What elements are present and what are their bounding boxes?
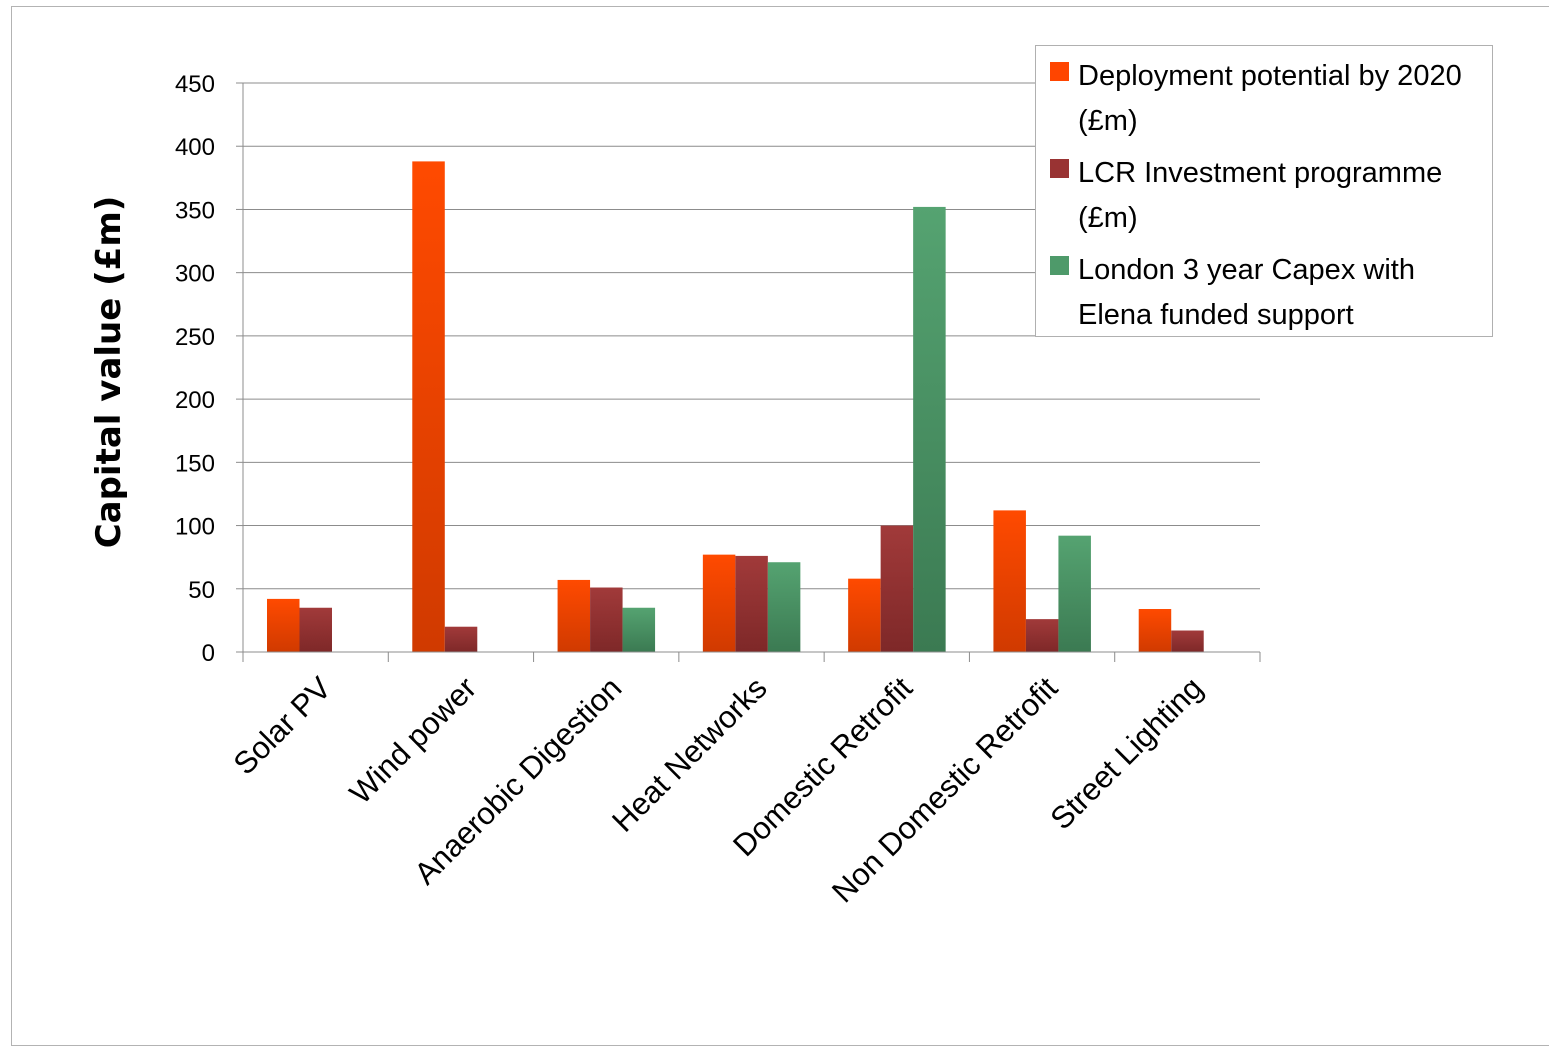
legend-label: Deployment potential by 2020 (£m) [1078, 60, 1462, 137]
y-tick-label: 250 [175, 324, 215, 351]
bar [848, 578, 881, 652]
bar [444, 626, 478, 652]
legend-item-london: London 3 year Capex with Elena funded su… [1050, 248, 1490, 338]
x-tick-label: Heat Networks [605, 670, 774, 839]
bar [767, 562, 801, 652]
bar [1025, 619, 1059, 652]
bar [299, 607, 332, 652]
legend: Deployment potential by 2020 (£m) LCR In… [1035, 45, 1493, 337]
bars [267, 161, 1204, 652]
y-tick-label: 150 [175, 450, 215, 477]
bar [1171, 630, 1204, 652]
y-tick-label: 0 [202, 640, 215, 667]
bar [557, 579, 591, 652]
bar [880, 525, 914, 652]
bar [1058, 535, 1091, 652]
y-axis-label: Capital value (£m) [89, 196, 129, 549]
bar [1138, 609, 1172, 652]
axes [236, 82, 1261, 662]
legend-item-deployment: Deployment potential by 2020 (£m) [1050, 54, 1490, 144]
x-tick-label: Solar PV [227, 670, 338, 781]
legend-swatch-lcr [1050, 159, 1069, 178]
bar [267, 598, 300, 652]
bar [622, 607, 656, 652]
y-tick-label: 400 [175, 134, 215, 161]
y-tick-label: 450 [175, 71, 215, 98]
bar [913, 206, 946, 652]
y-tick-label: 100 [175, 514, 215, 541]
legend-label: London 3 year Capex with Elena funded su… [1078, 254, 1415, 331]
y-tick-label: 50 [188, 577, 215, 604]
legend-swatch-deployment [1050, 62, 1069, 81]
legend-swatch-london [1050, 256, 1069, 275]
y-tick-label: 300 [175, 261, 215, 288]
bar [412, 161, 445, 652]
bar [590, 587, 623, 652]
y-tick-label: 350 [175, 197, 215, 224]
y-tick-labels: 0 50 100 150 200 250 300 350 400 450 [175, 71, 215, 667]
legend-item-lcr: LCR Investment programme (£m) [1050, 151, 1490, 241]
legend-label: LCR Investment programme (£m) [1078, 157, 1443, 234]
bar [735, 555, 768, 652]
bar [702, 554, 736, 652]
x-tick-label: Street Lighting [1043, 670, 1209, 836]
x-tick-label: Wind power [343, 670, 483, 810]
bar [993, 510, 1026, 652]
y-tick-label: 200 [175, 387, 215, 414]
